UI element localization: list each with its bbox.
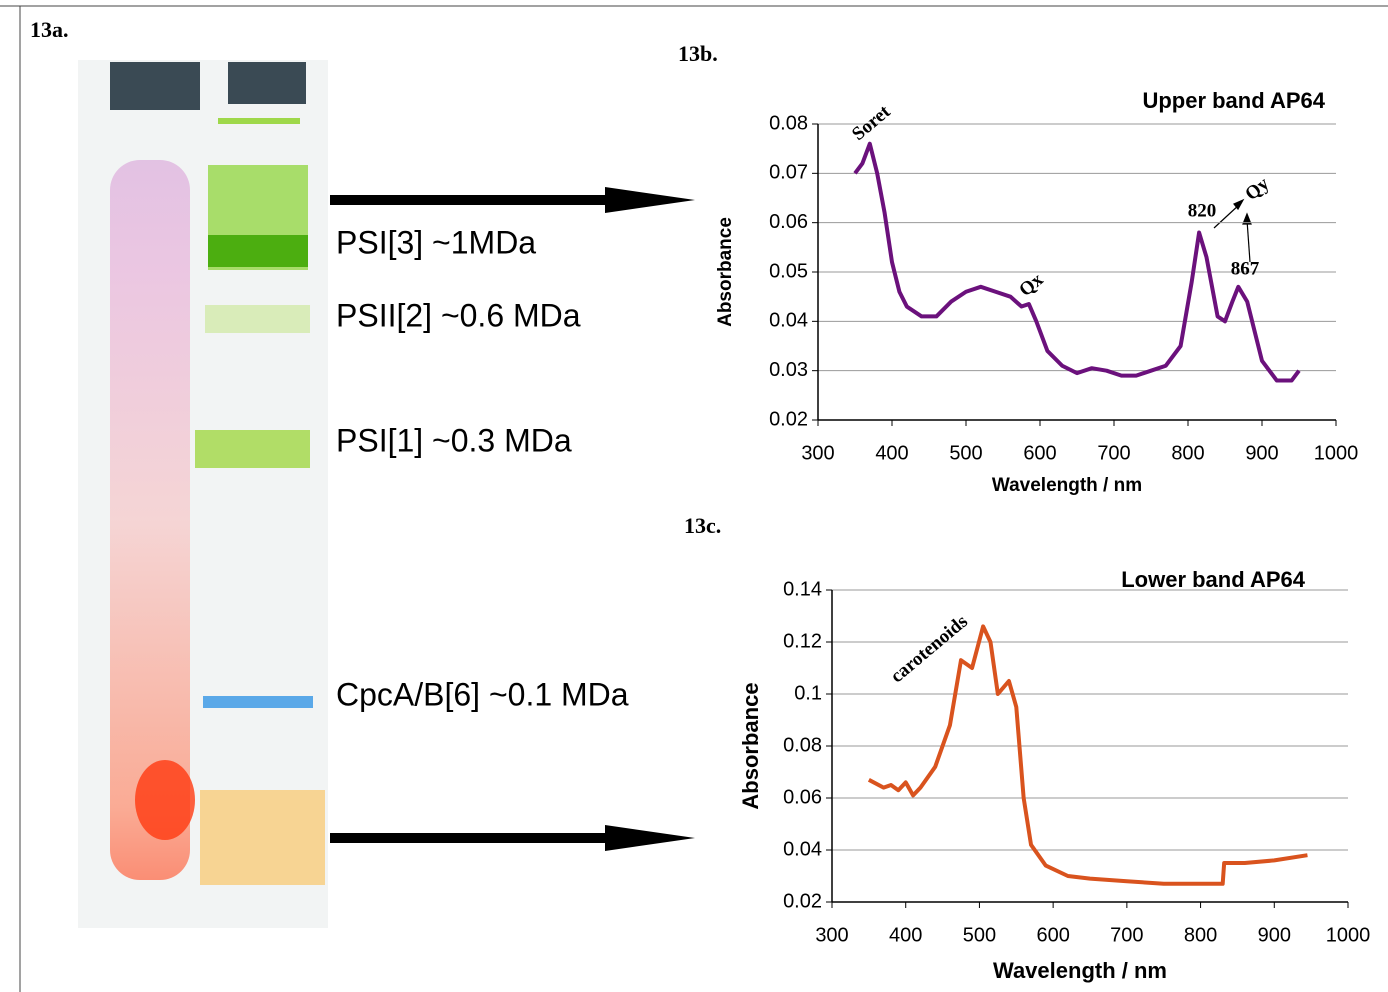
y-tick-label: 0.06 — [783, 786, 822, 808]
x-tick-label: 800 — [1171, 442, 1204, 464]
gel-arrows — [330, 187, 695, 851]
y-tick-label: 0.08 — [769, 112, 808, 134]
x-tick-label: 600 — [1036, 924, 1069, 946]
y-tick-label: 0.02 — [783, 890, 822, 912]
y-tick-label: 0.12 — [783, 630, 822, 652]
band-label: PSI[1] ~0.3 MDa — [336, 422, 572, 458]
x-tick-label: 700 — [1097, 442, 1130, 464]
x-tick-label: 500 — [949, 442, 982, 464]
x-tick-label: 400 — [889, 924, 922, 946]
y-tick-label: 0.04 — [783, 838, 822, 860]
x-tick-label: 1000 — [1326, 924, 1371, 946]
band-label: PSII[2] ~0.6 MDa — [336, 297, 581, 333]
annotation: Soret — [848, 101, 895, 145]
y-axis-label: Absorbance — [715, 217, 736, 327]
panel-label: 13c. — [684, 513, 721, 538]
y-tick-label: 0.14 — [783, 578, 822, 600]
y-tick-label: 0.07 — [769, 162, 808, 184]
x-axis-label: Wavelength / nm — [992, 475, 1142, 496]
x-tick-label: 400 — [875, 442, 908, 464]
annotation: 820 — [1188, 200, 1217, 221]
data-line — [867, 624, 1308, 886]
y-axis-label: Absorbance — [738, 682, 763, 809]
x-tick-label: 800 — [1184, 924, 1217, 946]
data-line — [853, 141, 1301, 383]
annotation: Qy — [1241, 173, 1273, 205]
y-tick-label: 0.05 — [769, 260, 808, 282]
band-label: CpcA/B[6] ~0.1 MDa — [336, 676, 629, 712]
x-tick-label: 500 — [963, 924, 996, 946]
x-tick-label: 700 — [1110, 924, 1143, 946]
y-tick-label: 0.1 — [794, 682, 822, 704]
x-tick-label: 300 — [815, 924, 848, 946]
gel-image — [78, 60, 328, 928]
x-tick-label: 900 — [1258, 924, 1291, 946]
y-tick-label: 0.08 — [783, 734, 822, 756]
y-tick-label: 0.06 — [769, 211, 808, 233]
y-tick-label: 0.03 — [769, 359, 808, 381]
x-tick-label: 600 — [1023, 442, 1056, 464]
annotation: 867 — [1231, 258, 1260, 279]
x-axis-label: Wavelength / nm — [993, 958, 1167, 983]
x-tick-label: 900 — [1245, 442, 1278, 464]
band-label: PSI[3] ~1MDa — [336, 224, 536, 260]
annotation: Qx — [1015, 269, 1047, 301]
x-tick-label: 300 — [801, 442, 834, 464]
panel-label: 13b. — [678, 41, 718, 66]
x-tick-label: 1000 — [1314, 442, 1359, 464]
chart-title: Upper band AP64 — [1142, 88, 1325, 113]
panel-label: 13a. — [30, 17, 69, 42]
annotation-arrows — [1213, 198, 1252, 263]
chart-title: Lower band AP64 — [1121, 567, 1306, 592]
y-tick-label: 0.04 — [769, 310, 808, 332]
y-tick-label: 0.02 — [769, 408, 808, 430]
